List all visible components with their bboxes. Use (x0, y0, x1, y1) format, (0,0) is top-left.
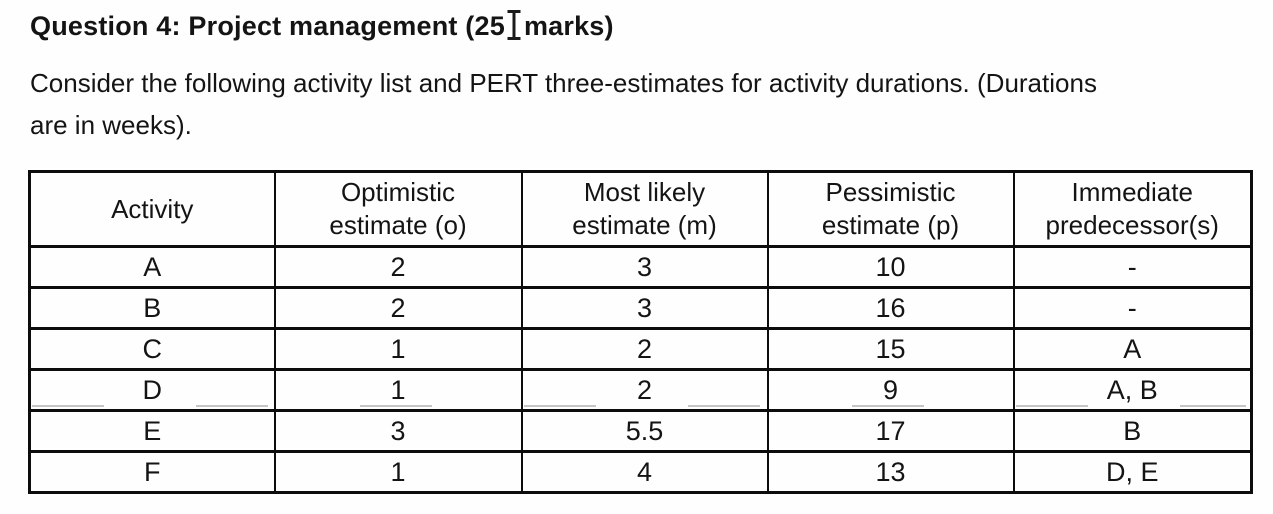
header-activity-line1: Activity (111, 193, 194, 224)
table-cell-most-likely[interactable]: 2 (520, 368, 769, 412)
table-row: C 1 2 15 A (28, 327, 1253, 371)
table-cell-most-likely[interactable]: 4 (520, 450, 769, 494)
header-most-likely-estimate: Most likely estimate (m) (520, 170, 769, 248)
table-row: A 2 3 10 - (28, 245, 1253, 289)
header-optimistic-line2: estimate (o) (329, 210, 467, 240)
table-cell-most-likely[interactable]: 3 (520, 245, 769, 289)
table-cell-predecessors[interactable]: A, B (1012, 368, 1253, 412)
table-cell-pessimistic[interactable]: 10 (766, 245, 1015, 289)
table-cell-most-likely[interactable]: 5.5 (520, 409, 769, 453)
table-cell-predecessors[interactable]: - (1012, 245, 1253, 289)
header-immediate-line1: Immediate (1071, 177, 1193, 207)
header-most-likely-line1: Most likely (583, 177, 706, 207)
table-cell-predecessors[interactable]: D, E (1012, 450, 1253, 494)
header-pessimistic-estimate: Pessimistic estimate (p) (766, 170, 1015, 248)
table-cell-optimistic[interactable]: 1 (273, 368, 523, 412)
question-intro[interactable]: Consider the following activity list and… (30, 62, 1097, 146)
header-immediate-line2: predecessor(s) (1045, 210, 1219, 240)
table-cell-pessimistic[interactable]: 13 (766, 450, 1015, 494)
pert-estimates-table: Activity Optimistic estimate (o) Most li… (28, 170, 1253, 494)
table-cell-predecessors[interactable]: A (1012, 327, 1253, 371)
table-cell-pessimistic[interactable]: 16 (766, 286, 1015, 330)
header-optimistic-line1: Optimistic (340, 177, 456, 207)
intro-line-1: Consider the following activity list and… (30, 68, 1097, 98)
header-pessimistic-line2: estimate (p) (821, 210, 960, 240)
table-cell-most-likely[interactable]: 3 (520, 286, 769, 330)
table-row: D 1 2 9 A, B (28, 368, 1253, 412)
table-cell-activity[interactable]: B (28, 286, 276, 330)
table-cell-activity[interactable]: F (28, 450, 276, 494)
header-immediate-predecessors: Immediate predecessor(s) (1012, 170, 1253, 248)
table-cell-activity[interactable]: D (28, 368, 276, 412)
table-cell-optimistic[interactable]: 2 (273, 286, 523, 330)
table-cell-predecessors[interactable]: B (1012, 409, 1253, 453)
table-cell-optimistic[interactable]: 2 (273, 245, 523, 289)
table-cell-most-likely[interactable]: 2 (520, 327, 769, 371)
table-row: E 3 5.5 17 B (28, 409, 1253, 453)
table-row: F 1 4 13 D, E (28, 450, 1253, 494)
question-title-text-before-cursor: Question 4: Project management (25 (30, 11, 505, 41)
table-cell-pessimistic[interactable]: 17 (766, 409, 1015, 453)
header-most-likely-line2: estimate (m) (572, 210, 717, 240)
table-cell-predecessors[interactable]: - (1012, 286, 1253, 330)
ibeam-cursor-icon (506, 10, 523, 40)
table-cell-activity[interactable]: E (28, 409, 276, 453)
question-title-text-after-cursor: marks) (523, 11, 614, 41)
table-cell-optimistic[interactable]: 1 (273, 327, 523, 371)
question-title[interactable]: Question 4: Project management (25 marks) (30, 10, 614, 42)
table-cell-pessimistic[interactable]: 9 (766, 368, 1015, 412)
table-cell-activity[interactable]: A (28, 245, 276, 289)
intro-line-2: are in weeks). (30, 110, 192, 140)
table-row: B 2 3 16 - (28, 286, 1253, 330)
table-cell-optimistic[interactable]: 1 (273, 450, 523, 494)
table-header-row: Activity Optimistic estimate (o) Most li… (28, 170, 1253, 248)
header-pessimistic-line1: Pessimistic (825, 177, 956, 207)
header-activity: Activity (28, 170, 276, 248)
header-optimistic-estimate: Optimistic estimate (o) (273, 170, 523, 248)
table-cell-pessimistic[interactable]: 15 (766, 327, 1015, 371)
table-cell-activity[interactable]: C (28, 327, 276, 371)
table-cell-optimistic[interactable]: 3 (273, 409, 523, 453)
